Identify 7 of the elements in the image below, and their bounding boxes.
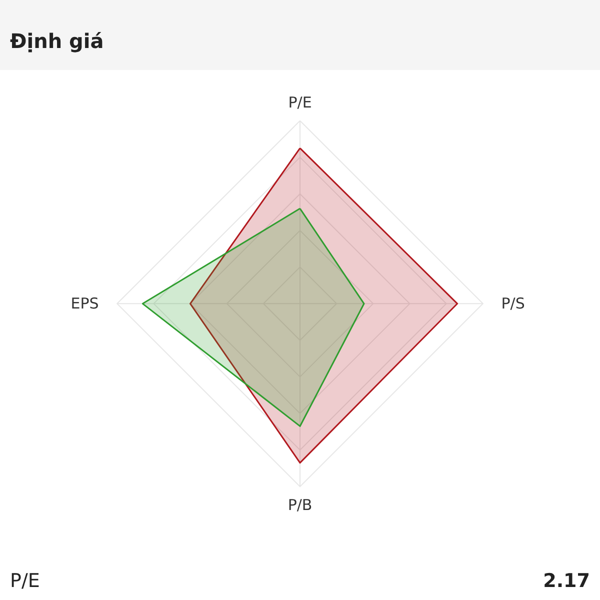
text: P/E: [10, 570, 40, 592]
chart-title: Định giá: [10, 29, 104, 53]
spoke-label: P/E: [288, 93, 312, 112]
spoke-label: P/B: [288, 496, 312, 514]
spoke-label: P/S: [501, 294, 525, 313]
spoke-label: EPS: [70, 294, 99, 313]
text: 2.17: [543, 570, 590, 592]
